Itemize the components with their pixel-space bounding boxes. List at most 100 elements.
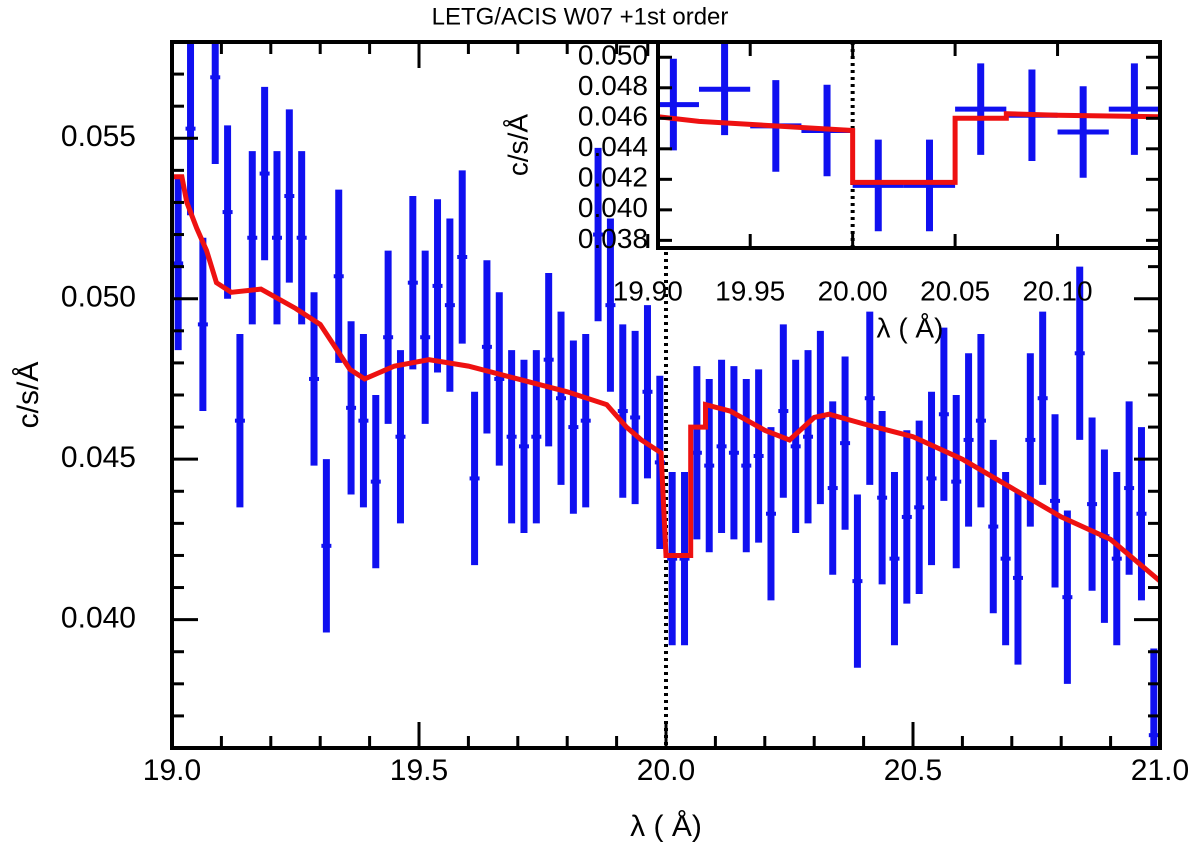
data-point [481,260,492,434]
data-point [605,218,616,392]
x-tick-label: 20.00 [818,275,888,306]
data-point [1037,311,1048,485]
x-tick-label: 20.0 [637,754,695,787]
data-point [765,427,776,601]
data-point [407,196,418,370]
data-point [877,411,888,585]
data-point [1074,266,1085,440]
data-point [852,139,904,232]
plot-area [172,42,1160,748]
data-point [222,125,233,299]
plot-area [658,42,1160,248]
data-point [790,359,801,533]
data-point [803,350,814,524]
data-point [691,366,702,540]
data-point [556,311,567,485]
data-point [617,324,628,498]
data-point [210,42,221,164]
data-point [679,472,690,646]
data-point [531,350,542,524]
data-point [1062,510,1073,684]
data-point [383,250,394,424]
data-point [234,334,245,508]
data-point [903,139,956,232]
x-tick-label: 19.0 [143,754,201,787]
y-tick-label: 0.050 [578,40,648,71]
data-point [778,324,789,498]
data-point [197,237,208,412]
data-point [1012,491,1023,665]
y-tick-label: 0.042 [578,162,648,193]
y-axis-label: c/s/Å [502,114,533,177]
y-tick-label: 0.038 [578,223,648,254]
data-point [840,356,851,530]
data-point [358,334,369,508]
data-point [1050,414,1061,588]
data-point [1148,648,1159,748]
data-point [741,378,752,553]
data-point [642,305,653,479]
data-point [753,369,764,543]
data-point [1000,472,1011,646]
x-tick-label: 19.90 [613,275,683,306]
data-point [926,391,937,566]
data-point [593,147,604,322]
data-point [852,494,863,668]
data-point [321,459,332,633]
y-tick-label: 0.048 [578,70,648,101]
data-point [955,63,1007,155]
y-axis-label: c/s/Å [12,362,45,429]
x-tick-label: 19.5 [390,754,448,787]
data-point [432,199,443,373]
chart-title: LETG/ACIS W07 +1st order [432,3,729,30]
data-point [580,334,591,508]
data-point [259,86,270,261]
data-point [1057,86,1109,178]
data-point [420,250,431,424]
y-tick-label: 0.046 [578,101,648,132]
x-tick-label: 19.95 [715,275,785,306]
plot-frame [656,40,1162,250]
data-point [988,439,999,614]
y-tick-label: 0.040 [578,192,648,223]
data-point [889,472,900,646]
plot-background [658,42,1160,248]
data-point [698,43,751,136]
data-point [975,334,986,508]
data-point [185,42,196,216]
x-tick-label: 20.05 [920,275,990,306]
data-point [543,273,554,447]
data-point [346,321,357,495]
data-point [494,292,505,466]
data-point [1136,427,1147,601]
data-point [1111,472,1122,646]
y-tick-label: 0.044 [578,131,648,162]
x-axis-label: λ ( Å) [630,810,702,843]
model-line [658,111,1160,185]
data-point [1108,63,1160,155]
data-point [667,472,678,646]
data-point [864,311,875,485]
data-point [716,359,727,533]
data-point [827,401,838,575]
data-point [630,330,641,505]
data-point [370,395,381,569]
y-tick-label: 0.055 [61,120,136,153]
data-point [1124,401,1135,575]
data-point [951,395,962,569]
y-tick-label: 0.045 [61,441,136,474]
data-point [901,430,912,604]
data-point [457,170,468,344]
data-point [247,151,258,325]
y-tick-label: 0.050 [61,281,136,314]
data-point [728,366,739,540]
x-tick-label: 20.5 [884,754,942,787]
x-tick-label: 21.0 [1131,754,1189,787]
data-point [658,58,699,151]
x-axis-label: λ ( Å) [877,312,944,343]
data-point [469,391,480,566]
data-point [296,151,307,325]
x-tick-label: 20.10 [1023,275,1093,306]
model-line [172,174,1160,584]
